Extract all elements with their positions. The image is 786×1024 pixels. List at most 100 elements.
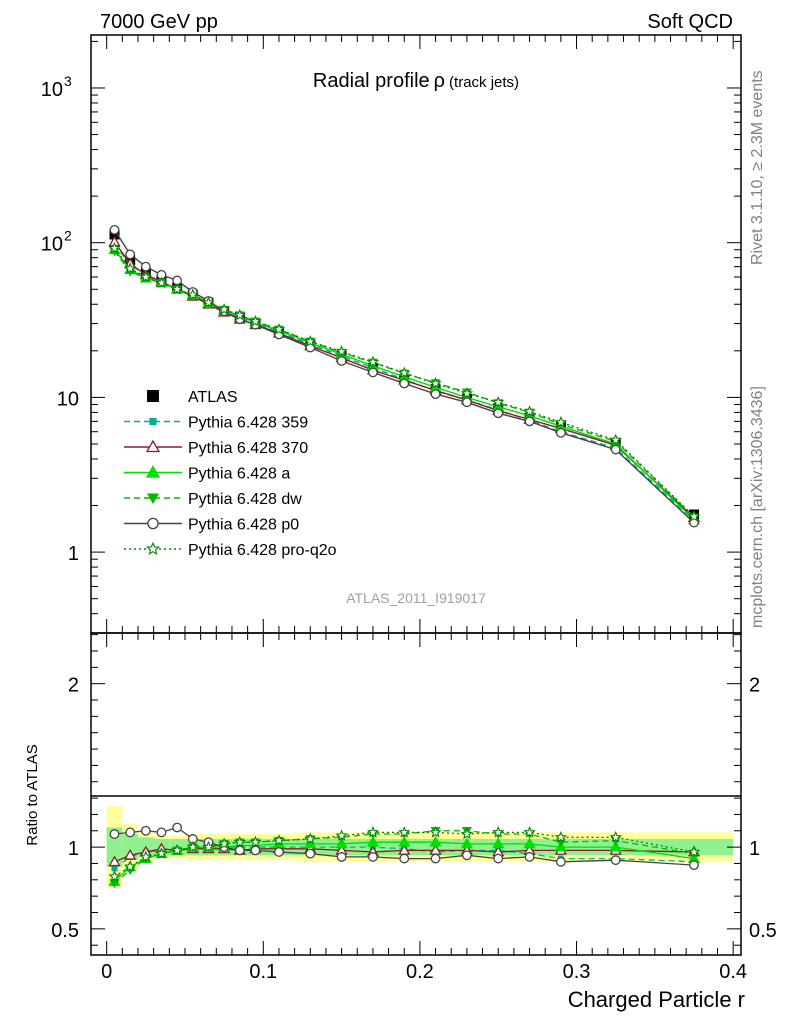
series-pythia-6-428-pro-q2o bbox=[108, 241, 701, 522]
data-point bbox=[429, 377, 442, 389]
data-point bbox=[523, 405, 536, 417]
x-axis-label: Charged Particle r bbox=[568, 987, 745, 1012]
ratio-data-point bbox=[125, 827, 136, 838]
ratio-y-tick-labels: 0.5 0.5 1 1 2 2 bbox=[51, 675, 777, 942]
data-point bbox=[125, 249, 136, 260]
ratio-plot: 0.5 0.5 1 1 2 2 0 0.1 0.2 0.3 0.4 bbox=[51, 632, 777, 983]
legend-label: ATLAS bbox=[188, 389, 238, 406]
ratio-data-point bbox=[335, 837, 348, 849]
ratio-data-point bbox=[368, 852, 378, 862]
data-point bbox=[124, 262, 137, 274]
ratio-data-point bbox=[555, 856, 566, 867]
ratio-data-point bbox=[156, 827, 167, 838]
legend-marker bbox=[149, 417, 157, 426]
data-point bbox=[368, 367, 378, 378]
legend-entry-pythia-6-428-359: Pythia 6.428 359 bbox=[124, 415, 308, 432]
ratio-data-point bbox=[234, 845, 245, 856]
ratio-data-point bbox=[172, 822, 183, 833]
ratio-data-point bbox=[609, 830, 622, 843]
data-point bbox=[398, 366, 411, 379]
chart-title-main: Radial profile bbox=[313, 70, 430, 92]
ratio-data-point bbox=[108, 855, 121, 867]
legend-label: Pythia 6.428 pro-q2o bbox=[188, 542, 337, 559]
data-point bbox=[610, 444, 621, 455]
y-tick-label-exponent: 3 bbox=[64, 73, 72, 89]
x-tick-label: 0.4 bbox=[719, 961, 747, 983]
ratio-data-point bbox=[429, 835, 442, 847]
data-point bbox=[108, 241, 121, 254]
data-point bbox=[399, 378, 410, 389]
ratio-data-point bbox=[430, 853, 441, 864]
ratio-data-point bbox=[492, 825, 505, 838]
ratio-series bbox=[108, 822, 701, 889]
data-point bbox=[460, 387, 474, 399]
uncertainty-band-inner bbox=[122, 834, 138, 861]
series-line bbox=[113, 229, 695, 524]
ratio-data-point bbox=[171, 843, 184, 856]
data-point bbox=[304, 334, 317, 347]
legend-entry-pythia-6-428-p0: Pythia 6.428 p0 bbox=[124, 517, 299, 534]
y-tick-label: 1 bbox=[68, 543, 79, 565]
chart-title-symbol: ρ bbox=[434, 70, 445, 92]
ratio-ticks bbox=[91, 633, 741, 955]
ratio-y-axis-label: Ratio to ATLAS bbox=[24, 744, 41, 845]
ratio-data-point bbox=[554, 830, 567, 843]
ratio-y-tick-label-left: 2 bbox=[68, 675, 79, 697]
x-tick-label: 0 bbox=[101, 961, 112, 983]
legend-entry-pythia-6-428-pro-q2o: Pythia 6.428 pro-q2o bbox=[124, 541, 337, 559]
ratio-data-point bbox=[493, 853, 504, 864]
series-line bbox=[113, 250, 695, 518]
ratio-data-point bbox=[460, 837, 474, 849]
ratio-data-point bbox=[523, 825, 536, 838]
ratio-data-point bbox=[524, 852, 535, 862]
ratio-data-point bbox=[233, 835, 247, 848]
data-point bbox=[139, 270, 152, 283]
ratio-series-pythia-6-428-p0 bbox=[109, 822, 699, 871]
ratio-series-line bbox=[114, 848, 695, 863]
legend-entry-pythia-6-428-370: Pythia 6.428 370 bbox=[124, 439, 308, 457]
ratio-series-line bbox=[114, 846, 695, 869]
ratio-data-point bbox=[492, 837, 505, 849]
data-point bbox=[155, 276, 168, 289]
data-point bbox=[555, 427, 566, 438]
data-point bbox=[202, 296, 215, 308]
ratio-data-point bbox=[336, 852, 347, 862]
ratio-y-tick-label-left: 0.5 bbox=[51, 920, 79, 942]
ratio-y-tick-label-right: 2 bbox=[749, 675, 760, 697]
ratio-y-tick-label-right: 0.5 bbox=[749, 920, 777, 942]
category-label: Soft QCD bbox=[647, 11, 733, 33]
x-tick-label: 0.1 bbox=[249, 961, 277, 983]
data-point bbox=[140, 261, 151, 272]
legend: ATLAS Pythia 6.428 359 Pythia 6.428 370 Pyt… bbox=[124, 389, 337, 559]
ratio-data-point bbox=[398, 825, 411, 838]
chart-title-suffix: (track jets) bbox=[449, 74, 519, 91]
ratio-data-point bbox=[202, 840, 215, 853]
ratio-data-point bbox=[610, 855, 621, 866]
y-tick-label: 10 bbox=[41, 79, 63, 101]
ratio-data-point bbox=[366, 835, 380, 847]
x-tick-label: 0.2 bbox=[406, 961, 434, 983]
data-point bbox=[430, 389, 441, 400]
data-point bbox=[687, 510, 701, 522]
mcplots-reference-label: mcplots.cern.ch [arXiv:1306.3436] bbox=[749, 386, 766, 628]
main-ticks bbox=[91, 35, 741, 634]
ratio-data-point bbox=[124, 848, 137, 860]
ratio-data-point bbox=[366, 825, 380, 838]
legend-label: Pythia 6.428 a bbox=[188, 466, 290, 483]
data-point bbox=[272, 322, 286, 335]
data-point bbox=[218, 303, 231, 315]
ratio-data-point bbox=[140, 825, 151, 836]
legend-entry-pythia-6-428-a: Pythia 6.428 a bbox=[124, 465, 290, 483]
ratio-y-tick-label-left: 1 bbox=[68, 838, 79, 860]
ratio-data-point bbox=[272, 834, 286, 846]
legend-marker bbox=[147, 390, 159, 402]
data-point bbox=[524, 416, 535, 427]
legend-marker bbox=[147, 493, 159, 504]
ratio-data-point bbox=[462, 850, 472, 861]
ratio-data-point bbox=[124, 860, 137, 872]
main-series bbox=[108, 224, 701, 528]
ratio-data-point bbox=[429, 825, 442, 838]
ratio-data-point bbox=[399, 853, 410, 864]
